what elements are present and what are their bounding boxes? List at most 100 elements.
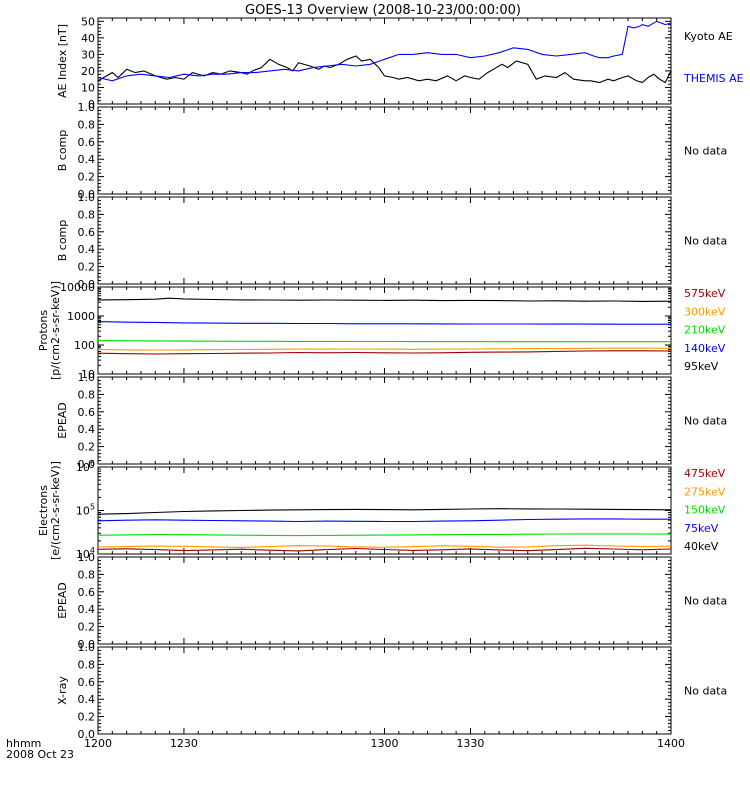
y-tick-label: 0.2 — [78, 711, 96, 724]
legend-entry: No data — [684, 235, 727, 248]
legend-entry: No data — [684, 595, 727, 608]
x-tick-label: 1200 — [84, 737, 112, 750]
y-axis-label: Electrons — [37, 485, 50, 536]
x-tick-label: 1330 — [456, 737, 484, 750]
y-tick-label: 0.4 — [78, 423, 96, 436]
y-tick-label: 0.8 — [78, 658, 96, 671]
panel-bcomp1: 0.0 0.2 0.4 0.6 0.8 1.0 B comp No data — [56, 101, 727, 201]
y-tick-label: 106 — [76, 459, 95, 474]
y-tick-label: 100 — [74, 339, 95, 352]
y-tick-label: 0.2 — [78, 261, 96, 274]
y-tick-label: 0.8 — [78, 118, 96, 131]
series-line-40kev — [97, 508, 672, 515]
x-axis-label-line1: hhmm — [6, 737, 41, 750]
legend-entry: 95keV — [684, 360, 719, 373]
legend-entry: 210keV — [684, 324, 726, 337]
series-line-575kev — [97, 350, 672, 355]
y-tick-label: 1000 — [67, 310, 95, 323]
panel-epead1: 0.0 0.2 0.4 0.6 0.8 1.0 EPEAD No data — [56, 371, 727, 471]
y-tick-label: 0 — [88, 98, 95, 111]
y-tick-label: 1.0 — [78, 371, 96, 384]
y-tick-label: 1.0 — [78, 551, 96, 564]
y-tick-label: 30 — [81, 48, 95, 61]
x-tick-label: 1230 — [170, 737, 198, 750]
legend-entry: Kyoto AE — [684, 30, 733, 43]
series-line-275kev — [97, 544, 672, 548]
panel-electrons: 104 105 106 Electrons [e/(cm2-s-sr-keV)] 475k… — [37, 459, 726, 561]
legend-entry: 140keV — [684, 342, 726, 355]
y-tick-label: 0.0 — [78, 458, 96, 471]
panel-frame — [97, 17, 672, 105]
series-line-75kev — [97, 518, 671, 523]
y-tick-label: 0.6 — [78, 676, 96, 689]
panel-frame — [97, 466, 672, 555]
y-tick-label: 104 — [76, 546, 95, 561]
y-tick-label: 1.0 — [78, 641, 96, 654]
x-axis-label-line2: 2008 Oct 23 — [6, 748, 74, 761]
panel-frame — [97, 646, 672, 735]
legend-entry: No data — [684, 145, 727, 158]
legend-entry: 150keV — [684, 504, 726, 517]
y-axis-label: X-ray — [56, 676, 69, 705]
panel-frame — [97, 106, 672, 195]
y-tick-label: 20 — [81, 65, 95, 78]
chart-title: GOES-13 Overview (2008-10-23/00:00:00) — [245, 3, 521, 18]
x-axis: hhmm 2008 Oct 23 1200 1230 1300 1330 1400 — [6, 737, 685, 761]
y-axis-label: AE Index [nT] — [56, 24, 69, 98]
y-tick-label: 0.0 — [78, 638, 96, 651]
legend-entry: No data — [684, 415, 727, 428]
x-tick-label: 1400 — [657, 737, 685, 750]
x-tick-label: 1300 — [371, 737, 399, 750]
y-tick-label: 0.4 — [78, 693, 96, 706]
panel-xray: 0.0 0.2 0.4 0.6 0.8 1.0 X-ray No data — [56, 641, 727, 741]
y-tick-label: 1.0 — [78, 191, 96, 204]
y-tick-label: 0.0 — [78, 188, 96, 201]
y-tick-label: 10000 — [60, 281, 95, 294]
y-tick-label: 0.8 — [78, 388, 96, 401]
legend-entry: 300keV — [684, 305, 726, 318]
y-tick-label: 40 — [81, 32, 95, 45]
series-line-95kev — [97, 297, 672, 302]
legend-entry: 575keV — [684, 287, 726, 300]
y-tick-label: 105 — [76, 503, 95, 518]
panel-epead2: 0.0 0.2 0.4 0.6 0.8 1.0 EPEAD No data — [56, 551, 727, 651]
legend-entry: THEMIS AE — [683, 72, 744, 85]
y-tick-label: 0.8 — [78, 208, 96, 221]
y-axis-label: EPEAD — [56, 582, 69, 619]
y-axis-label-units: [p/(cm2-s-sr-keV)] — [49, 281, 62, 380]
legend-entry: 475keV — [684, 467, 726, 480]
series-line-475kev — [97, 547, 672, 552]
y-axis-label: Protons — [37, 310, 50, 351]
y-tick-label: 0.4 — [78, 153, 96, 166]
y-tick-label: 0.4 — [78, 603, 96, 616]
y-tick-label: 0.2 — [78, 441, 96, 454]
series-line-kyoto-ae — [97, 55, 672, 84]
y-tick-label: 0.2 — [78, 621, 96, 634]
y-tick-label: 0.0 — [78, 728, 96, 741]
y-tick-label: 50 — [81, 15, 95, 28]
y-tick-label: 0.6 — [78, 136, 96, 149]
legend-entry: 40keV — [684, 540, 719, 553]
y-axis-label: B comp — [56, 130, 69, 172]
y-tick-label: 0.0 — [78, 278, 96, 291]
panel-protons: 10 100 1000 10000 Protons [p/(cm2-s-sr-keV)] 5… — [37, 281, 726, 381]
panel-ae: 0 10 20 30 40 50 AE Index [nT] Kyoto AE THEMIS A… — [56, 15, 744, 111]
legend-entry: 275keV — [684, 485, 726, 498]
series-line-150kev — [97, 533, 672, 537]
y-tick-label: 0.2 — [78, 171, 96, 184]
y-tick-label: 0.4 — [78, 243, 96, 256]
series-line-140kev — [97, 321, 671, 325]
y-axis-label: B comp — [56, 220, 69, 262]
y-tick-label: 10 — [81, 368, 95, 381]
y-tick-label: 0.6 — [78, 586, 96, 599]
y-tick-label: 10 — [81, 81, 95, 94]
legend-entry: No data — [684, 685, 727, 698]
series-line-themis-ae — [97, 20, 672, 82]
panel-frame — [97, 376, 672, 465]
y-axis-label-units: [e/(cm2-s-sr-keV)] — [49, 461, 62, 560]
y-tick-label: 0.6 — [78, 226, 96, 239]
y-tick-label: 1.0 — [78, 101, 96, 114]
y-tick-label: 0.6 — [78, 406, 96, 419]
series-line-300kev — [97, 347, 672, 351]
